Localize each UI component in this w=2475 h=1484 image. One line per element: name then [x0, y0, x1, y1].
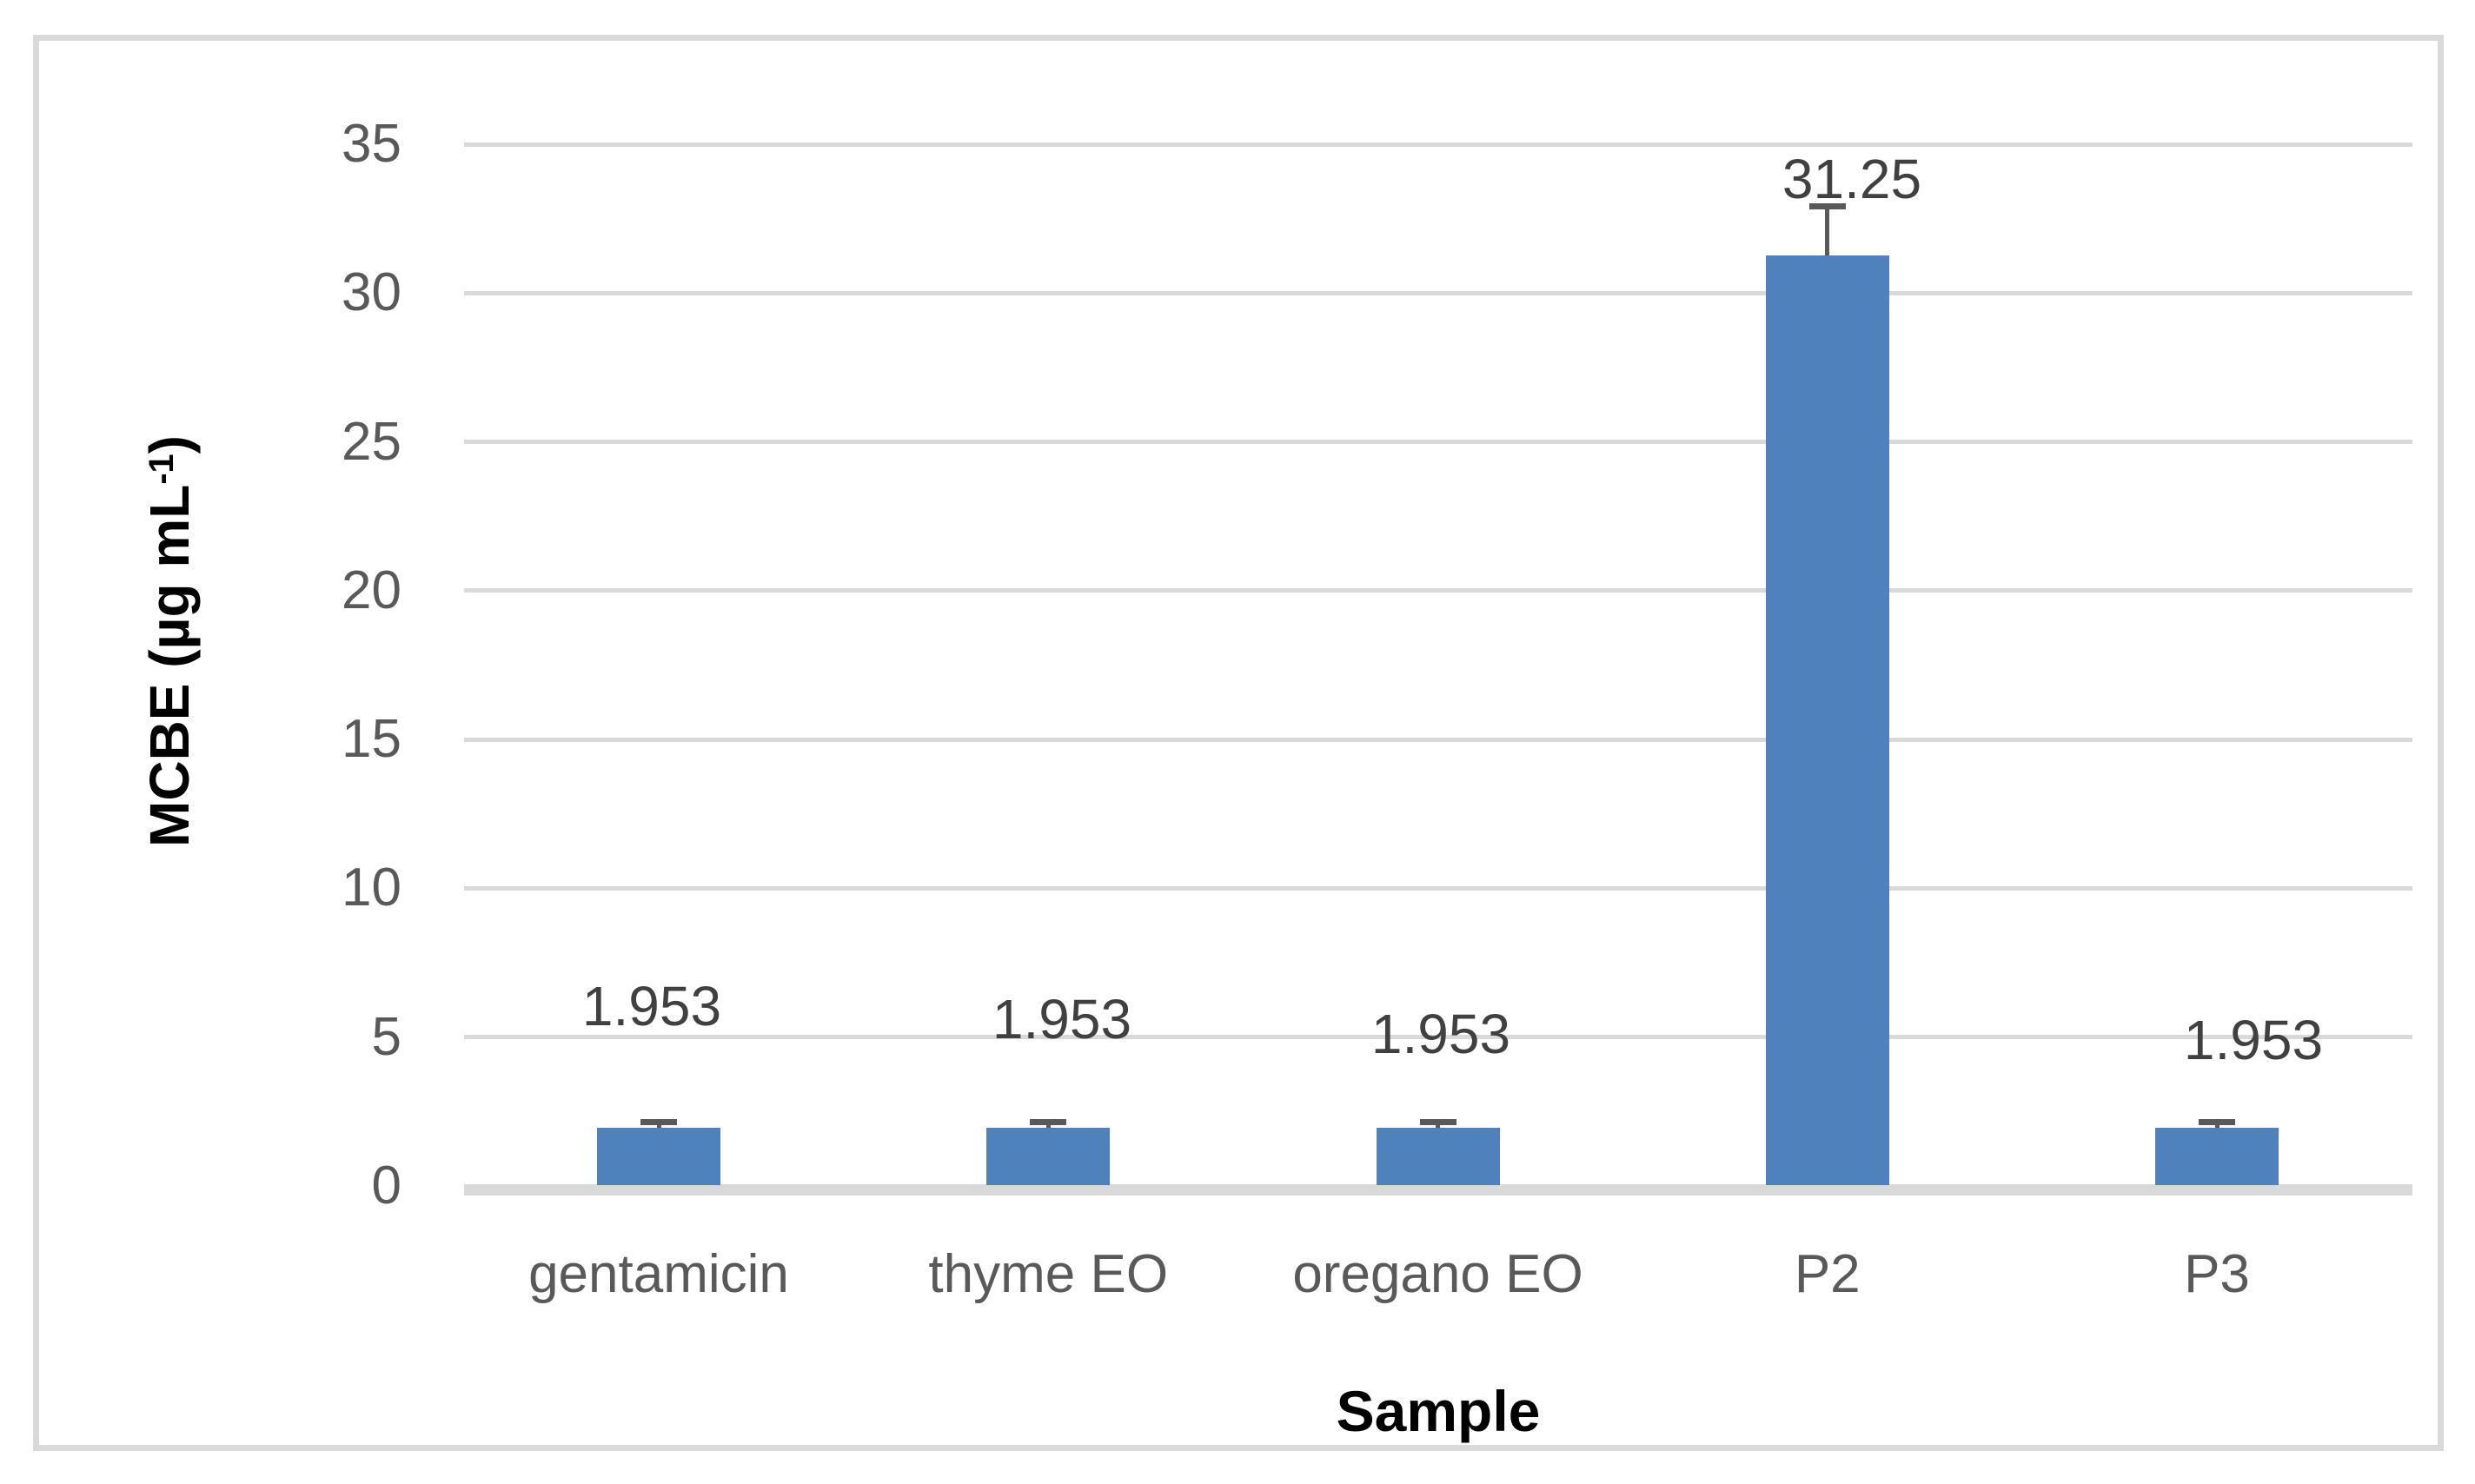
- y-tick-label-15: 15: [342, 709, 401, 770]
- data-label-gentamicin: 1.953: [581, 975, 722, 1037]
- error-bar-cap-thyme-eo: [1030, 1119, 1067, 1126]
- x-tick-label-gentamicin: gentamicin: [528, 1244, 789, 1304]
- y-tick-label-5: 5: [371, 1006, 401, 1067]
- x-tick-label-p3: P3: [2184, 1244, 2250, 1304]
- y-axis-title-main: MCBE (µg mL: [138, 484, 201, 847]
- error-bar-cap-oregano-eo: [1419, 1119, 1456, 1126]
- y-axis-title-superscript: -1: [143, 454, 182, 485]
- bar-thyme-eo: [986, 1128, 1111, 1185]
- error-bar-line-p2: [1825, 206, 1830, 256]
- bar-oregano-eo: [1376, 1128, 1500, 1185]
- chart-border-frame: [33, 35, 2444, 1451]
- error-bar-cap-p2: [1808, 203, 1846, 210]
- y-tick-label-35: 35: [342, 114, 401, 174]
- y-axis-title: MCBE (µg mL-1): [135, 120, 204, 1163]
- y-tick-label-0: 0: [371, 1156, 401, 1216]
- gridline-20: [464, 588, 2412, 593]
- error-bar-cap-p3: [2199, 1119, 2235, 1126]
- bar-gentamicin: [597, 1128, 720, 1185]
- gridline-5: [464, 1035, 2412, 1040]
- gridline-35: [464, 142, 2412, 147]
- x-tick-label-oregano-eo: oregano EO: [1292, 1244, 1583, 1304]
- x-axis-line: [464, 1184, 2412, 1196]
- gridline-25: [464, 440, 2412, 445]
- gridline-15: [464, 737, 2412, 742]
- bar-p3: [2155, 1128, 2279, 1185]
- data-label-p3: 1.953: [2183, 1009, 2324, 1071]
- error-bar-cap-gentamicin: [640, 1119, 677, 1126]
- data-label-p2: 31.25: [1782, 148, 1922, 210]
- y-tick-label-25: 25: [342, 411, 401, 472]
- x-tick-label-thyme-eo: thyme EO: [928, 1244, 1169, 1304]
- x-axis-title: Sample: [1336, 1379, 1541, 1443]
- y-tick-label-30: 30: [342, 262, 401, 323]
- gridline-30: [464, 290, 2412, 295]
- data-label-oregano-eo: 1.953: [1370, 1003, 1511, 1065]
- x-tick-label-p2: P2: [1794, 1244, 1861, 1304]
- y-tick-label-20: 20: [342, 560, 401, 620]
- gridline-10: [464, 885, 2412, 891]
- y-axis-title-close: ): [138, 435, 201, 454]
- data-label-thyme-eo: 1.953: [992, 988, 1132, 1050]
- y-tick-label-10: 10: [342, 858, 401, 918]
- bar-p2: [1765, 255, 1889, 1185]
